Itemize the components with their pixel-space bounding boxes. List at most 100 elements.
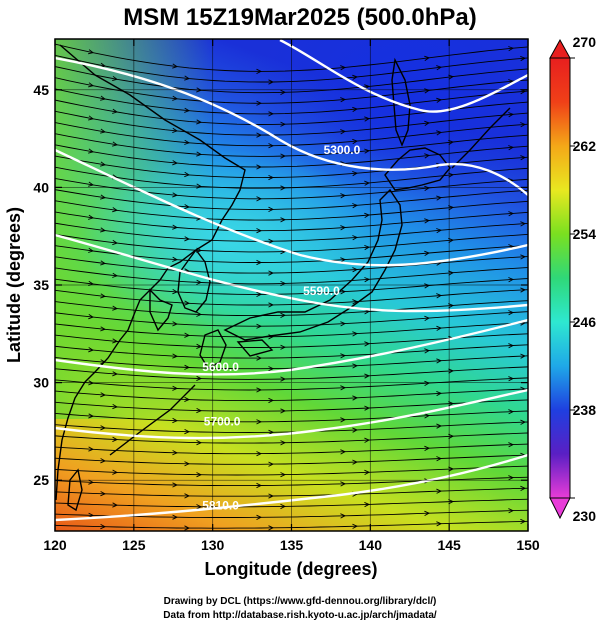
streamline-arrow (448, 74, 455, 80)
streamline-arrow (268, 493, 275, 499)
streamline-arrow (448, 237, 455, 243)
streamline-arrow (340, 257, 347, 263)
streamline-arrow (280, 376, 287, 382)
streamline-arrow (100, 458, 107, 464)
streamline-arrow (532, 497, 537, 501)
streamline-arrow (364, 277, 371, 283)
streamline-arrow (100, 326, 107, 332)
streamline-arrow (256, 100, 263, 106)
streamline (55, 43, 528, 72)
streamline-arrow (256, 387, 263, 393)
streamline-arrow (532, 464, 537, 468)
streamline-arrow (172, 321, 179, 327)
streamline-arrow (280, 312, 287, 319)
streamline-arrow (196, 279, 203, 285)
streamline (55, 278, 528, 295)
streamline-arrow (88, 446, 95, 452)
streamline-arrow (436, 456, 443, 462)
streamline-arrow (340, 97, 347, 103)
streamline (55, 410, 528, 423)
streamline-arrow (508, 442, 515, 448)
streamline-arrow (532, 365, 537, 369)
coast-kurils (451, 107, 511, 169)
y-tick-label: 30 (33, 375, 49, 391)
colorbar-ticks: 270 262 254 246 238 230 (570, 34, 596, 524)
streamline-arrow (100, 524, 107, 530)
streamline (55, 443, 528, 455)
streamline-arrow (256, 132, 263, 138)
streamline-arrow (184, 139, 191, 145)
contour-label: 5810.0 (202, 499, 239, 513)
streamline-arrow (100, 161, 107, 167)
streamline-arrow (436, 97, 443, 103)
streamline-arrow (448, 433, 455, 439)
streamline-arrow (520, 287, 527, 293)
streamline-arrow (196, 87, 203, 93)
streamline-arrow (256, 482, 263, 489)
streamline-arrow (184, 236, 191, 242)
streamline-arrow (352, 299, 359, 305)
streamline-arrow (88, 512, 95, 518)
streamline-arrow (448, 139, 455, 145)
streamline-arrow (256, 228, 263, 234)
streamline-arrow (508, 475, 515, 481)
credit-line-1: Drawing by DCL (https://www.gfd-dennou.o… (164, 596, 437, 607)
streamline-arrow (424, 120, 431, 126)
contour-5810 (55, 453, 528, 522)
streamline-arrow (196, 119, 203, 125)
streamline-arrow (256, 164, 263, 170)
streamline-arrow (100, 293, 107, 299)
streamline-arrow (112, 338, 119, 344)
streamline-arrow (88, 247, 95, 253)
streamline-arrow (340, 289, 347, 295)
streamline-arrow (508, 409, 515, 415)
coast-korea (177, 248, 211, 313)
colorbar-tick-label: 254 (573, 226, 597, 242)
streamline-arrow (112, 404, 119, 410)
streamline-arrow (352, 459, 359, 465)
streamline-arrow (268, 238, 275, 244)
streamline-arrow (424, 445, 431, 451)
streamline-arrow (280, 472, 287, 478)
streamline-arrow (436, 325, 443, 331)
contour-5590 (55, 233, 528, 313)
streamline-arrow (268, 79, 275, 85)
streamline-arrow (436, 293, 443, 299)
streamline-arrow (424, 380, 431, 386)
streamline-arrow (256, 419, 263, 425)
streamline-arrow (196, 504, 203, 510)
streamline-arrow (88, 181, 95, 187)
streamline-arrow (532, 431, 537, 435)
streamline-arrow (172, 514, 179, 520)
streamline-arrow (268, 270, 275, 276)
streamline-arrow (364, 212, 371, 218)
streamline-arrow (112, 469, 119, 475)
streamline (55, 388, 528, 402)
contour-5700 (55, 388, 528, 440)
streamline-arrow (364, 501, 371, 508)
streamline-arrow (424, 413, 431, 419)
streamline-arrow (184, 525, 191, 531)
streamline-arrow (448, 303, 455, 309)
contour-label: 5300.0 (324, 143, 361, 157)
streamline-arrow (532, 166, 537, 170)
streamline-arrow (424, 218, 431, 224)
streamline-arrow (508, 277, 515, 283)
streamline-arrow (112, 141, 119, 147)
streamline-arrow (448, 466, 455, 472)
streamline-arrow (268, 429, 275, 435)
contour-north (55, 56, 528, 196)
streamline (55, 498, 528, 508)
streamline-arrow (532, 133, 537, 137)
streamline (55, 421, 528, 433)
streamline-arrow (364, 148, 371, 154)
streamline-arrow (520, 155, 527, 161)
streamline-arrow (184, 107, 191, 113)
streamline-arrow (508, 145, 515, 151)
streamline-arrow (340, 417, 347, 423)
colorbar-min-arrow (549, 497, 571, 520)
streamline (55, 133, 528, 157)
streamline-arrow (172, 95, 179, 101)
contour-label: 5600.0 (202, 360, 239, 374)
longitude-ticks: 120 125 130 135 140 145 150 (43, 39, 540, 553)
